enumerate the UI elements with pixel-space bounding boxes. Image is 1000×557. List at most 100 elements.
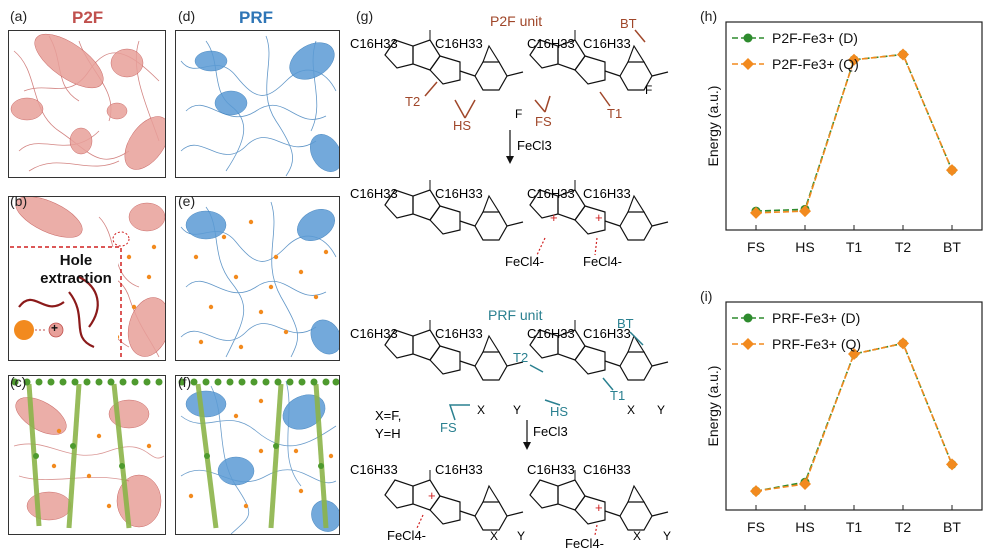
- atom-x: X: [633, 529, 641, 543]
- atom-f: F: [515, 107, 522, 121]
- c16-label: C16H33: [527, 462, 575, 477]
- x-tick-label: T1: [846, 519, 863, 535]
- legend-label: PRF-Fe3+ (Q): [772, 336, 861, 352]
- fecl4-label: FeCl4-: [505, 254, 544, 269]
- cation-mark: +: [550, 210, 558, 225]
- panel-label-f: (f): [178, 374, 192, 390]
- atom-y: Y: [663, 529, 671, 543]
- fecl3-label: FeCl3: [533, 424, 568, 439]
- prf-morphology-pristine: [180, 35, 339, 177]
- data-point: [946, 458, 958, 471]
- panel-label-d: (d): [178, 8, 196, 24]
- p2f-structure-doped: C16H33 C16H33 C16H33 C16H33 + + FeCl4- F…: [350, 179, 669, 269]
- c16-label: C16H33: [527, 36, 575, 51]
- series-line: [755, 53, 953, 212]
- fecl4-label: FeCl4-: [565, 536, 604, 551]
- legend-marker: [742, 338, 754, 350]
- c16-label: C16H33: [583, 326, 631, 341]
- legend-label: P2F-Fe3+ (D): [772, 30, 858, 46]
- x-tick-label: HS: [795, 239, 814, 255]
- fecl4-label: FeCl4-: [387, 528, 426, 543]
- energy-chart-prf: FS HS T1 T2 BT Energy (a.u.) PRF-Fe3+ (D) PRF-F…: [705, 301, 983, 535]
- prf-unit-label: PRF unit: [488, 307, 543, 323]
- site-fs: FS: [535, 114, 552, 129]
- atom-f: F: [645, 83, 652, 97]
- c16-label: C16H33: [350, 36, 398, 51]
- series-line: [755, 53, 953, 214]
- site-bt: BT: [617, 316, 634, 331]
- site-hs: HS: [550, 404, 568, 419]
- series-line: [755, 342, 953, 492]
- site-t1: T1: [607, 106, 622, 121]
- atom-y: Y: [657, 403, 665, 417]
- p2f-morphology-transport: [11, 378, 165, 529]
- x-tick-label: HS: [795, 519, 814, 535]
- y-axis-label: Energy (a.u.): [705, 86, 721, 167]
- hole-extraction-label: Hole extraction: [31, 252, 121, 288]
- x-tick-label: T1: [846, 239, 863, 255]
- data-point: [750, 485, 762, 498]
- site-t1: T1: [610, 388, 625, 403]
- data-point: [848, 53, 860, 66]
- hole-plus-sign: +: [51, 321, 59, 335]
- data-point: [750, 206, 762, 219]
- c16-label: C16H33: [583, 186, 631, 201]
- panel-label-a: (a): [10, 8, 28, 24]
- chem-structures: C16H33 C16H33 C16H33 C16H33 P2F unit BT …: [350, 13, 671, 551]
- plot-area: [725, 301, 983, 511]
- legend-marker: [742, 58, 754, 70]
- data-point: [799, 477, 811, 490]
- data-point: [897, 337, 909, 350]
- p2f-morphology-doped: [10, 197, 165, 360]
- x-tick-label: T2: [895, 519, 912, 535]
- c16-label: C16H33: [583, 462, 631, 477]
- p2f-unit-label: P2F unit: [490, 13, 542, 29]
- c16-label: C16H33: [527, 186, 575, 201]
- p2f-morphology-pristine: [10, 33, 165, 172]
- series-line: [755, 342, 953, 492]
- xy-definition: X=F,: [375, 408, 401, 423]
- x-tick-label: BT: [943, 239, 961, 255]
- site-hs: HS: [453, 118, 471, 133]
- plot-area: [725, 21, 983, 231]
- x-tick-label: BT: [943, 519, 961, 535]
- fecl4-label: FeCl4-: [583, 254, 622, 269]
- c16-label: C16H33: [350, 326, 398, 341]
- c16-label: C16H33: [350, 186, 398, 201]
- site-bt: BT: [620, 16, 637, 31]
- legend-marker: [743, 33, 753, 43]
- c16-label: C16H33: [435, 36, 483, 51]
- panel-d-morphology: [175, 30, 340, 178]
- panel-label-e: (e): [178, 193, 196, 209]
- p2f-structure-neutral: C16H33 C16H33 C16H33 C16H33 P2F unit BT …: [350, 13, 669, 133]
- panel-label-c: (c): [10, 374, 27, 390]
- x-tick-label: FS: [747, 239, 765, 255]
- x-tick-label: T2: [895, 239, 912, 255]
- panel-c-morphology: [8, 375, 166, 535]
- atom-x: X: [627, 403, 635, 417]
- data-point: [848, 348, 860, 361]
- prf-morphology-transport: [178, 378, 339, 534]
- energy-chart-p2f: FS HS T1 T2 BT Energy (a.u.) P2F-Fe3+ (D) P2F-F…: [705, 21, 983, 255]
- site-fs: FS: [440, 420, 457, 435]
- x-tick-label: FS: [747, 519, 765, 535]
- c16-label: C16H33: [583, 36, 631, 51]
- hole-label-line2: extraction: [40, 270, 112, 287]
- legend-marker: [743, 313, 753, 323]
- panel-label-h: (h): [700, 8, 718, 24]
- xy-definition: Y=H: [375, 426, 401, 441]
- panel-label-i: (i): [700, 288, 713, 304]
- cation-mark: +: [595, 210, 603, 225]
- c16-label: C16H33: [527, 326, 575, 341]
- atom-x: X: [477, 403, 485, 417]
- site-t2: T2: [513, 350, 528, 365]
- hole-label-line1: Hole: [59, 252, 93, 269]
- c16-label: C16H33: [350, 462, 398, 477]
- p2f-title: P2F: [72, 8, 104, 27]
- cation-mark: +: [595, 500, 603, 515]
- c16-label: C16H33: [435, 462, 483, 477]
- prf-title: PRF: [239, 8, 273, 27]
- c16-label: C16H33: [435, 326, 483, 341]
- panel-b-morphology: Hole extraction +: [8, 196, 166, 361]
- data-point: [946, 164, 958, 177]
